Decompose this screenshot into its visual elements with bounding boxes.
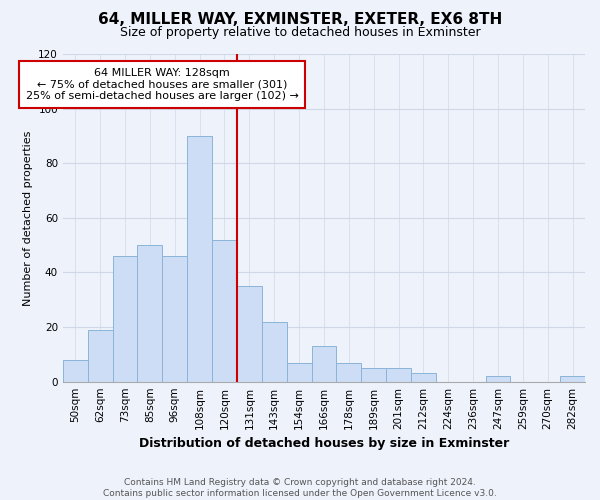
Bar	[337, 362, 361, 382]
Text: 64, MILLER WAY, EXMINSTER, EXETER, EX6 8TH: 64, MILLER WAY, EXMINSTER, EXETER, EX6 8…	[98, 12, 502, 28]
Y-axis label: Number of detached properties: Number of detached properties	[23, 130, 32, 306]
Bar	[137, 245, 163, 382]
Bar	[212, 240, 237, 382]
Bar	[262, 322, 287, 382]
Bar	[386, 368, 411, 382]
Bar	[163, 256, 187, 382]
Bar	[63, 360, 88, 382]
Bar	[237, 286, 262, 382]
Bar	[287, 362, 311, 382]
Bar	[88, 330, 113, 382]
Text: Contains HM Land Registry data © Crown copyright and database right 2024.
Contai: Contains HM Land Registry data © Crown c…	[103, 478, 497, 498]
Bar	[187, 136, 212, 382]
Bar	[311, 346, 337, 382]
Bar	[361, 368, 386, 382]
Bar	[560, 376, 585, 382]
Bar	[113, 256, 137, 382]
Bar	[485, 376, 511, 382]
Text: Size of property relative to detached houses in Exminster: Size of property relative to detached ho…	[119, 26, 481, 39]
Bar	[411, 374, 436, 382]
Text: 64 MILLER WAY: 128sqm
← 75% of detached houses are smaller (301)
25% of semi-det: 64 MILLER WAY: 128sqm ← 75% of detached …	[26, 68, 299, 101]
X-axis label: Distribution of detached houses by size in Exminster: Distribution of detached houses by size …	[139, 437, 509, 450]
